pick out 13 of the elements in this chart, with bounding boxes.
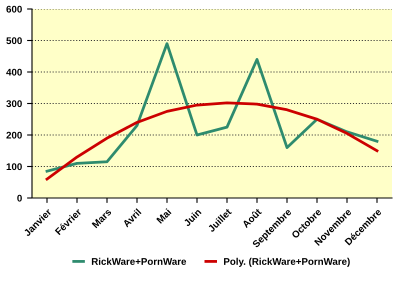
- legend-label: Poly. (RickWare+PornWare): [224, 258, 350, 267]
- x-tick-label: Juin: [182, 208, 202, 227]
- y-tick-label: 500: [6, 37, 22, 44]
- legend-label: RickWare+PornWare: [92, 258, 186, 265]
- y-tick-label: 0: [17, 194, 22, 202]
- y-tick-label: 400: [6, 68, 22, 76]
- y-tick-label: 200: [6, 132, 22, 139]
- line-series: [46, 42, 378, 173]
- y-tick-label: 100: [6, 163, 22, 170]
- y-tick-label: 600: [6, 6, 22, 13]
- x-tick-label: Mai: [156, 208, 172, 224]
- line-series: [46, 101, 378, 180]
- y-tick-label: 300: [6, 100, 22, 108]
